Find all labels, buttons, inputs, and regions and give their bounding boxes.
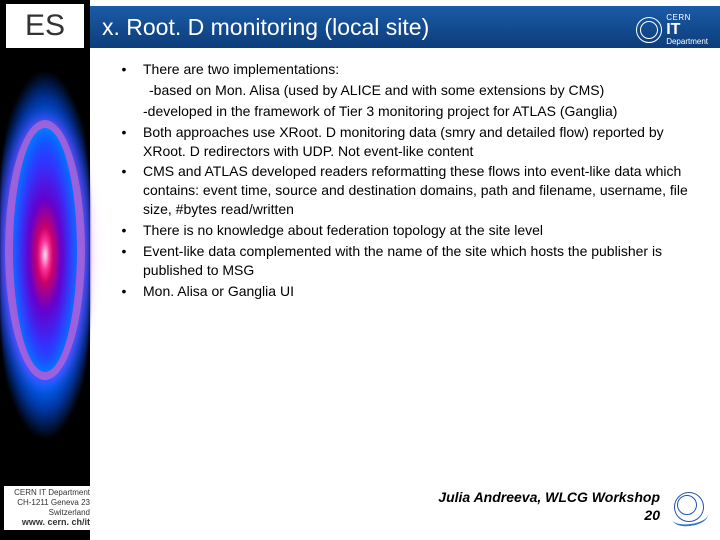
- bullet-marker: •: [105, 221, 143, 240]
- sub-bullet: -developed in the framework of Tier 3 mo…: [105, 102, 700, 121]
- bullet-item: •There are two implementations:: [105, 60, 700, 79]
- sub-bullet: -based on Mon. Alisa (used by ALICE and …: [105, 81, 700, 100]
- footer-address: CERN IT Department CH-1211 Geneva 23 Swi…: [4, 486, 90, 530]
- footer-org: CERN IT Department: [4, 488, 90, 498]
- sub-bullet-text: -based on Mon. Alisa (used by ALICE and …: [143, 81, 700, 100]
- sidebar: ES: [0, 0, 90, 540]
- page-number: 20: [438, 506, 660, 524]
- logo-dept: Department: [666, 38, 708, 46]
- footer-url: www. cern. ch/it: [4, 517, 90, 528]
- content-area: •There are two implementations:-based on…: [105, 60, 700, 303]
- bullet-text: Mon. Alisa or Ganglia UI: [143, 282, 700, 301]
- bullet-item: •Both approaches use XRoot. D monitoring…: [105, 123, 700, 161]
- sub-bullet-text: -developed in the framework of Tier 3 mo…: [143, 102, 700, 121]
- bullet-item: •Mon. Alisa or Ganglia UI: [105, 282, 700, 301]
- bullet-marker: •: [105, 162, 143, 219]
- title-bar: x. Root. D monitoring (local site) CERN …: [90, 6, 720, 48]
- bullet-item: •Event-like data complemented with the n…: [105, 242, 700, 280]
- slide-title: x. Root. D monitoring (local site): [102, 14, 429, 41]
- logo-it: IT: [666, 22, 708, 38]
- footer-credit: Julia Andreeva, WLCG Workshop 20: [438, 488, 660, 524]
- bullet-marker: •: [105, 242, 143, 280]
- sub-indent-spacer: [105, 102, 143, 121]
- bullet-text: CMS and ATLAS developed readers reformat…: [143, 162, 700, 219]
- bullet-text: There is no knowledge about federation t…: [143, 221, 700, 240]
- bullet-marker: •: [105, 60, 143, 79]
- es-badge: ES: [6, 4, 84, 48]
- bullet-marker: •: [105, 282, 143, 301]
- sub-indent-spacer: [105, 81, 143, 100]
- cern-circle-icon: [636, 17, 662, 43]
- footer-addr1: CH-1211 Geneva 23: [4, 498, 90, 508]
- bullet-text: Event-like data complemented with the na…: [143, 242, 700, 280]
- bullet-marker: •: [105, 123, 143, 161]
- sidebar-ring: [5, 120, 85, 380]
- bullet-item: •There is no knowledge about federation …: [105, 221, 700, 240]
- footer-addr2: Switzerland: [4, 508, 90, 518]
- credit-text: Julia Andreeva, WLCG Workshop: [438, 488, 660, 506]
- bullet-text: Both approaches use XRoot. D monitoring …: [143, 123, 700, 161]
- bullet-item: •CMS and ATLAS developed readers reforma…: [105, 162, 700, 219]
- cern-footer-logo: [672, 490, 710, 528]
- cern-it-logo: CERN IT Department: [636, 14, 708, 46]
- bullet-text: There are two implementations:: [143, 60, 700, 79]
